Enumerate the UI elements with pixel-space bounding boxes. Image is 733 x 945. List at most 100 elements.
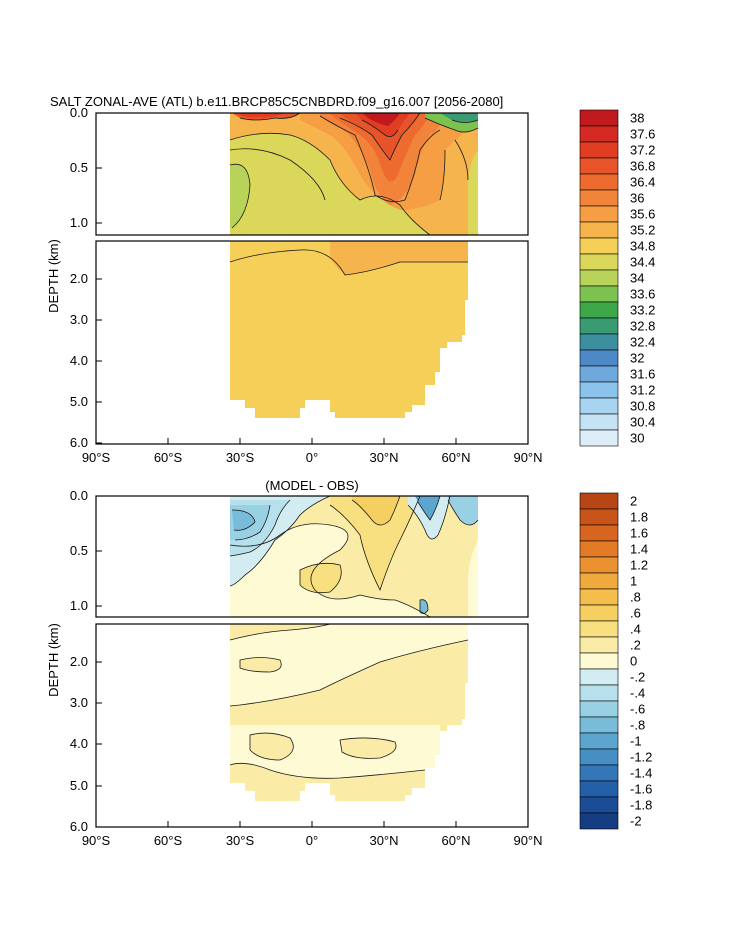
bottom-colorbar-box-5 <box>579 572 619 590</box>
top-colorbar: 3837.637.236.836.43635.635.234.834.43433… <box>579 109 655 447</box>
bottom-colorbar-label-13: -.6 <box>630 702 645 717</box>
top-colorbar-label-9: 34.4 <box>630 255 655 270</box>
bottom-colorbar-box-3 <box>579 540 619 558</box>
bottom-panel: (MODEL - OBS) <box>46 478 652 848</box>
top-colorbar-box-14 <box>579 333 619 351</box>
top-colorbar-label-16: 31.6 <box>630 367 655 382</box>
top-colorbar-label-18: 30.8 <box>630 399 655 414</box>
top-x-tick-4: 30°N <box>369 450 398 465</box>
top-field-arctic-fresh-core <box>440 113 478 123</box>
top-x-tick-3: 0° <box>306 450 318 465</box>
bottom-y-tick-4: 3.0 <box>70 695 88 710</box>
bottom-colorbar-label-11: -.2 <box>630 670 645 685</box>
top-colorbar-label-11: 33.6 <box>630 287 655 302</box>
top-colorbar-label-3: 36.8 <box>630 159 655 174</box>
top-y-label: DEPTH (km) <box>46 239 61 313</box>
bottom-colorbar-label-8: .4 <box>630 622 641 637</box>
top-colorbar-box-9 <box>579 253 619 271</box>
bottom-y-tick-2: 1.0 <box>70 598 88 613</box>
bottom-colorbar-label-3: 1.4 <box>630 542 648 557</box>
bottom-y-tick-3: 2.0 <box>70 654 88 669</box>
top-colorbar-box-18 <box>579 397 619 415</box>
bottom-colorbar-box-10 <box>579 652 619 670</box>
bottom-colorbar-label-10: 0 <box>630 654 637 669</box>
top-field-deep-water <box>230 241 468 418</box>
top-colorbar-label-1: 37.6 <box>630 127 655 142</box>
bottom-colorbar-label-2: 1.6 <box>630 526 648 541</box>
top-colorbar-box-12 <box>579 301 619 319</box>
bottom-x-tick-0: 90°S <box>82 833 111 848</box>
top-colorbar-box-11 <box>579 285 619 303</box>
top-field-low-salinity-core <box>230 164 250 228</box>
top-upper-field <box>230 113 478 235</box>
bottom-colorbar-box-2 <box>579 524 619 542</box>
top-y-tick-7: 6.0 <box>70 435 88 450</box>
bottom-field-positive-mid <box>330 496 420 590</box>
bottom-field-negative-north-core <box>415 496 440 520</box>
bottom-colorbar-label-0: 2 <box>630 494 637 509</box>
top-colorbar-label-12: 33.2 <box>630 303 655 318</box>
top-y-tick-1: 0.5 <box>70 160 88 175</box>
bottom-y-label: DEPTH (km) <box>46 623 61 697</box>
bottom-y-tick-6: 5.0 <box>70 778 88 793</box>
bottom-field-negative-arctic <box>448 496 478 525</box>
bottom-x-tick-2: 30°S <box>226 833 255 848</box>
bottom-colorbar-box-12 <box>579 684 619 702</box>
top-colorbar-box-3 <box>579 157 619 175</box>
bottom-colorbar-label-19: -1.8 <box>630 798 652 813</box>
top-colorbar-label-14: 32.4 <box>630 335 655 350</box>
bottom-x-tick-3: 0° <box>306 833 318 848</box>
top-x-axis: 90°S 60°S 30°S 0° 30°N 60°N 90°N <box>82 438 543 465</box>
top-field-deep-lobe <box>330 241 468 275</box>
bottom-field-positive-blob <box>300 563 342 593</box>
top-colorbar-box-5 <box>579 189 619 207</box>
top-field-plateau <box>230 148 325 235</box>
bottom-colorbar-label-12: -.4 <box>630 686 645 701</box>
top-x-tick-0: 90°S <box>82 450 111 465</box>
bottom-y-tick-5: 4.0 <box>70 736 88 751</box>
top-y-tick-0: 0.0 <box>70 105 88 120</box>
top-colorbar-box-1 <box>579 125 619 143</box>
top-y-tick-3: 2.0 <box>70 271 88 286</box>
bottom-x-tick-6: 90°N <box>513 833 542 848</box>
bottom-contour-lines <box>229 495 479 779</box>
top-colorbar-label-19: 30.4 <box>630 415 655 430</box>
top-colorbar-label-4: 36.4 <box>630 175 655 190</box>
bottom-colorbar-box-0 <box>579 492 619 510</box>
bottom-field-small-neg <box>420 599 428 614</box>
bottom-field-deep-patch-1 <box>240 657 282 672</box>
bottom-colorbar-box-9 <box>579 636 619 654</box>
top-field-contour-37_6 <box>362 113 400 126</box>
bottom-y-axis: 0.0 0.5 1.0 2.0 3.0 4.0 5.0 6.0 DEPTH (k… <box>46 488 102 834</box>
bottom-colorbar-label-7: .6 <box>630 606 641 621</box>
top-colorbar-label-13: 32.8 <box>630 319 655 334</box>
bottom-y-tick-1: 0.5 <box>70 543 88 558</box>
top-y-tick-6: 5.0 <box>70 394 88 409</box>
top-contour-lines <box>229 112 479 276</box>
bottom-colorbar-box-13 <box>579 700 619 718</box>
bottom-y-tick-0: 0.0 <box>70 488 88 503</box>
bottom-y-tick-7: 6.0 <box>70 819 88 834</box>
bottom-colorbar-box-11 <box>579 668 619 686</box>
top-colorbar-box-7 <box>579 221 619 239</box>
bottom-field-deep-neutral <box>230 624 468 706</box>
bottom-colorbar-label-18: -1.6 <box>630 782 652 797</box>
bottom-field-deep-patch-2 <box>250 733 294 760</box>
bottom-colorbar-box-7 <box>579 604 619 622</box>
bottom-colorbar-label-15: -1 <box>630 734 642 749</box>
top-colorbar-label-7: 35.2 <box>630 223 655 238</box>
top-field-contour-37_2 <box>355 113 410 137</box>
bottom-colorbar-box-16 <box>579 748 619 766</box>
top-colorbar-box-20 <box>579 429 619 447</box>
bottom-colorbar-label-20: -2 <box>630 814 642 829</box>
top-y-tick-4: 3.0 <box>70 312 88 327</box>
top-colorbar-box-0 <box>579 109 619 127</box>
top-colorbar-box-8 <box>579 237 619 255</box>
bottom-x-tick-4: 30°N <box>369 833 398 848</box>
bottom-colorbar-box-14 <box>579 716 619 734</box>
bottom-upper-frame <box>95 495 529 618</box>
top-upper-frame <box>95 112 529 236</box>
bottom-colorbar-box-15 <box>579 732 619 750</box>
top-colorbar-label-17: 31.2 <box>630 383 655 398</box>
bottom-x-tick-1: 60°S <box>154 833 183 848</box>
